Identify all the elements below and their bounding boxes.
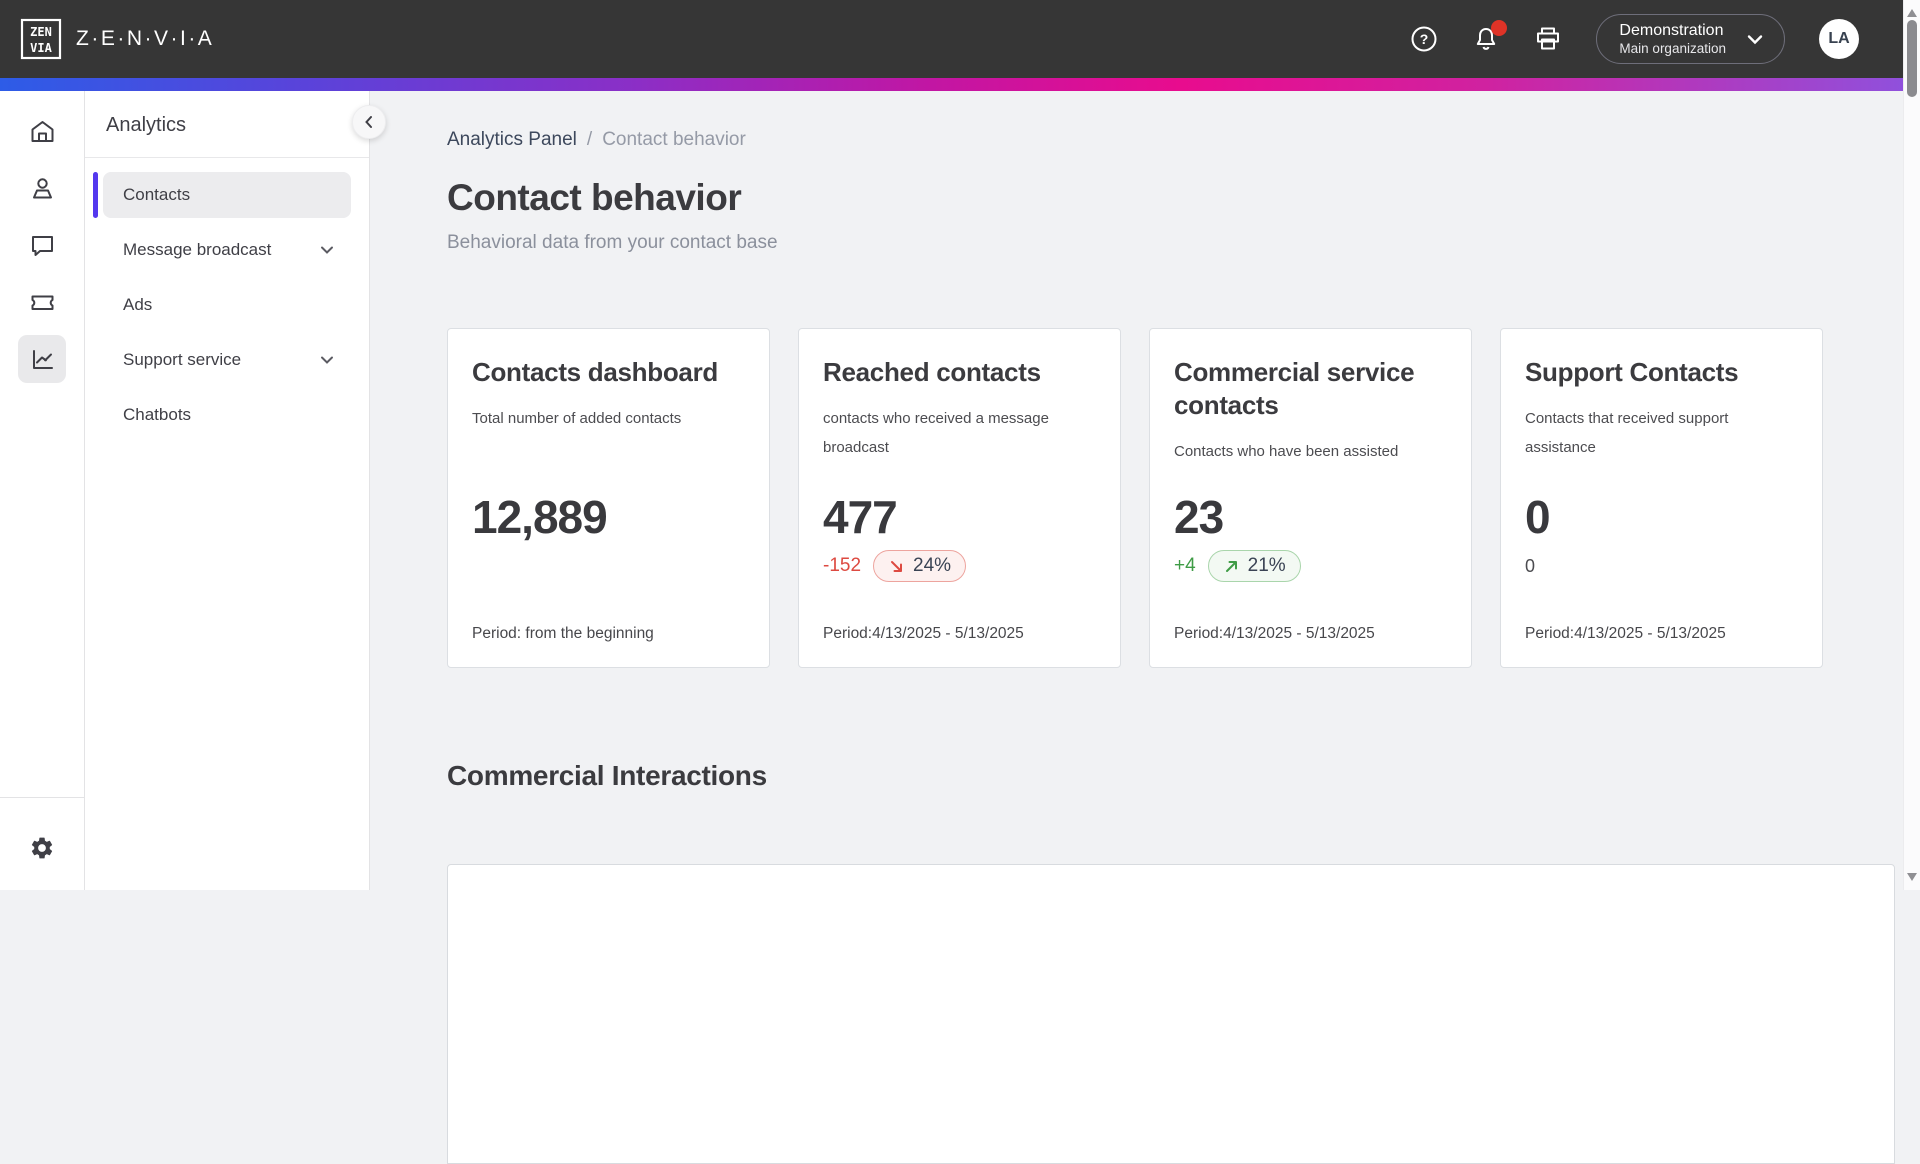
chevron-down-icon [321,246,333,254]
sidebar-item-label: Support service [123,350,242,369]
breadcrumb: Analytics Panel / Contact behavior [447,129,1903,151]
trend-percentage: 24% [913,555,952,576]
nav-home-button[interactable] [18,107,66,155]
card-delta-row: 0 [1525,549,1798,583]
main-content: Analytics Panel / Contact behavior Conta… [370,91,1903,1164]
scroll-up-arrow[interactable] [1907,9,1917,17]
sidebar-collapse-button[interactable] [352,105,386,139]
notification-dot [1491,20,1508,36]
trend-badge-up: 21% [1207,550,1301,582]
top-bar: ZEN VIA Z·E·N·V·I·A ? [0,0,1903,78]
sidebar-item-ads[interactable]: Ads [103,282,351,328]
card-period: Period: from the beginning [472,625,654,642]
brand-name: Z·E·N·V·I·A [76,27,215,50]
sidebar-item-chatbots[interactable]: Chatbots [103,392,351,438]
card-description: contacts who received a message broadcas… [823,410,1049,456]
breadcrumb-separator: / [586,129,593,150]
card-title: Commercial service contacts [1174,357,1415,420]
arrow-up-right-icon [1225,560,1237,572]
svg-text:VIA: VIA [30,41,52,55]
card-period: Period:4/13/2025 - 5/13/2025 [1174,625,1375,642]
svg-text:ZEN: ZEN [30,25,52,39]
scrollbar-thumb[interactable] [1907,20,1917,97]
card-support-contacts: Support Contacts Contacts that received … [1500,328,1823,668]
chevron-down-icon [1747,35,1763,45]
chevron-left-icon [365,116,372,128]
delta-value: -152 [823,555,862,576]
card-value: 477 [823,491,898,543]
card-period: Period:4/13/2025 - 5/13/2025 [1525,625,1726,642]
card-description: Contacts that received support assistanc… [1525,410,1729,456]
commercial-interactions-panel [447,864,1895,1164]
notifications-bell-icon[interactable] [1472,20,1508,53]
nav-chat-button[interactable] [18,221,66,269]
sidebar-item-contacts[interactable]: Contacts [93,172,351,218]
card-title: Support Contacts [1525,357,1739,387]
breadcrumb-analytics-panel-link[interactable]: Analytics Panel [447,129,577,150]
sidebar-title: Analytics [106,113,187,136]
sidebar-item-support-service[interactable]: Support service [103,337,351,383]
page-title: Contact behavior [447,177,742,218]
organization-name: Demonstration [1619,21,1724,39]
card-period: Period:4/13/2025 - 5/13/2025 [823,625,1024,642]
card-delta-row: +4 21% [1174,549,1447,583]
zenvia-logo-icon: ZEN VIA [20,18,62,60]
settings-gear-icon [31,837,53,859]
card-title: Contacts dashboard [472,357,718,387]
nav-campaigns-button[interactable] [18,278,66,326]
sidebar-item-label: Chatbots [123,405,192,424]
card-value: 12,889 [472,491,608,543]
nav-analytics-button[interactable] [18,335,66,383]
sidebar-item-label: Ads [123,295,153,314]
avatar-initials: LA [1828,30,1850,47]
sidebar-item-message-broadcast[interactable]: Message broadcast [103,227,351,273]
organization-subtitle: Main organization [1619,40,1726,56]
sidebar-item-label: Message broadcast [123,240,272,259]
chevron-down-icon [321,356,333,364]
help-icon[interactable]: ? [1410,25,1438,53]
analytics-sidebar: Analytics Contacts Message broadcast Ads… [85,91,386,890]
card-value: 23 [1174,491,1224,543]
page-scrollbar[interactable] [1903,0,1920,890]
card-reached-contacts: Reached contacts contacts who received a… [798,328,1121,668]
brand[interactable]: ZEN VIA Z·E·N·V·I·A [20,18,214,60]
nav-contacts-button[interactable] [18,164,66,212]
contacts-icon [32,177,52,198]
organization-switcher[interactable]: Demonstration Main organization [1596,14,1785,64]
chat-icon [31,235,53,256]
card-description: Total number of added contacts [472,410,682,427]
section-heading-commercial-interactions: Commercial Interactions [447,760,767,791]
home-icon [31,120,53,142]
trend-badge-down: 24% [873,550,967,582]
arrow-down-right-icon [891,560,903,572]
settings-button[interactable] [18,824,66,872]
page-subtitle: Behavioral data from your contact base [447,232,778,253]
card-description: Contacts who have been assisted [1174,443,1399,460]
card-commercial-service-contacts: Commercial service contacts Contacts who… [1149,328,1472,668]
delta-value: +4 [1174,555,1196,576]
kpi-cards-row: Contacts dashboard Total number of added… [447,328,1903,668]
card-title: Reached contacts [823,357,1041,387]
ticket-icon [31,295,53,310]
card-contacts-dashboard: Contacts dashboard Total number of added… [447,328,770,668]
rail-divider [0,797,84,798]
delta-value: 0 [1525,555,1536,576]
card-value: 0 [1525,491,1551,543]
svg-text:?: ? [1420,31,1429,47]
analytics-icon [32,349,53,369]
icon-rail [0,91,85,890]
breadcrumb-current: Contact behavior [602,129,746,150]
sidebar-divider [85,157,369,158]
brand-gradient-bar [0,78,1903,91]
user-avatar[interactable]: LA [1819,19,1859,59]
card-delta-row [472,549,745,583]
sidebar-item-label: Contacts [123,185,191,204]
scroll-down-arrow[interactable] [1907,873,1917,881]
trend-percentage: 21% [1247,555,1286,576]
card-delta-row: -152 24% [823,549,1096,583]
printer-icon[interactable] [1534,25,1562,53]
